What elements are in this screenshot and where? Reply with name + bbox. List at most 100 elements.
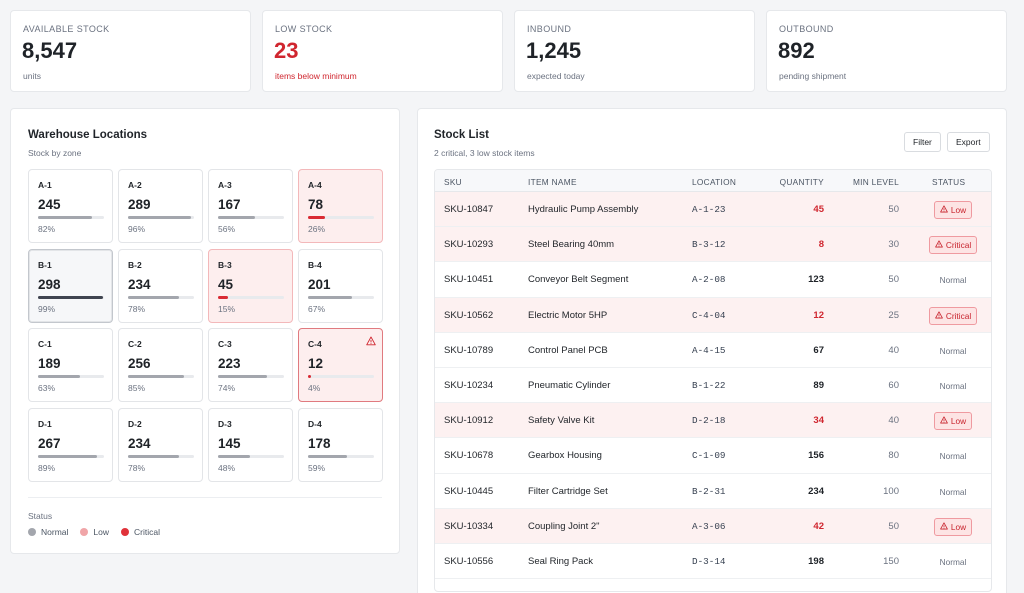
column-header-quantity[interactable]: QUANTITY (779, 177, 824, 187)
divider (28, 497, 382, 498)
cell-sku: SKU-10445 (444, 485, 494, 497)
legend-dot (80, 528, 89, 536)
cell-location: D-3-14 (692, 555, 726, 567)
status-text: Normal (939, 380, 967, 391)
zone-tile-c-4[interactable]: C-4 12 4% (298, 328, 383, 402)
zone-capacity-percent: 78% (128, 303, 146, 314)
zone-quantity: 167 (218, 197, 241, 212)
cell-item-name: Filter Cartridge Set (528, 485, 608, 497)
status-text: Low (950, 205, 967, 215)
kpi-label: INBOUND (527, 24, 572, 34)
table-row[interactable]: SKU-10678 Gearbox Housing C-1-09 156 80 Norma… (435, 438, 991, 474)
zone-name: C-3 (218, 339, 232, 349)
cell-location: C-4-04 (692, 309, 726, 321)
zone-tile-c-1[interactable]: C-1 189 63% (28, 328, 113, 402)
zone-tile-c-2[interactable]: C-2 256 85% (118, 328, 203, 402)
cell-min-level: 50 (888, 204, 899, 215)
filter-button[interactable]: Filter (904, 132, 941, 152)
cell-status: Normal (929, 342, 977, 356)
zone-capacity-percent: 82% (38, 224, 56, 234)
stock-list-panel: Stock List 2 critical, 3 low stock items… (417, 108, 1007, 593)
column-header-min-level[interactable]: MIN LEVEL (852, 177, 899, 187)
zone-capacity-bar (128, 454, 194, 458)
zone-name: B-3 (218, 259, 232, 270)
zone-capacity-fill (128, 375, 185, 378)
cell-quantity: 42 (813, 520, 824, 532)
table-row[interactable]: SKU-10789 Control Panel PCB A-4-15 67 40 Norm… (435, 333, 991, 368)
warning-icon (940, 205, 948, 215)
table-row[interactable]: SKU-10445 Filter Cartridge Set B-2-31 234 10… (435, 474, 991, 509)
zone-capacity-fill (38, 454, 97, 458)
zone-tile-a-2[interactable]: A-2 289 96% (118, 169, 203, 243)
table-row[interactable]: SKU-10847 Hydraulic Pump Assembly A-1-23 45… (435, 192, 991, 228)
cell-item-name: Electric Motor 5HP (528, 309, 608, 321)
table-row[interactable]: SKU-10912 Safety Valve Kit D-2-18 34 40 Low (435, 403, 991, 439)
column-header-sku[interactable]: SKU (444, 177, 462, 187)
cell-status: Low (929, 517, 977, 536)
cell-status: Normal (929, 483, 977, 497)
zone-tile-b-1[interactable]: B-1 298 99% (28, 248, 113, 323)
zone-name: A-2 (128, 180, 142, 190)
zone-capacity-percent: 15% (218, 303, 236, 314)
kpi-card-inbound: INBOUND 1,245 expected today (514, 10, 755, 92)
status-legend: Normal Low Critical (28, 527, 160, 537)
zone-capacity-bar (218, 295, 284, 299)
column-header-status[interactable]: STATUS (932, 177, 966, 187)
column-header-location[interactable]: LOCATION (692, 177, 737, 187)
table-row[interactable]: SKU-10234 Pneumatic Cylinder B-1-22 89 60 Nor… (435, 368, 991, 404)
zone-capacity-bar (218, 216, 284, 219)
zone-tile-c-3[interactable]: C-3 223 74% (208, 328, 293, 402)
warning-icon (934, 310, 943, 321)
table-row[interactable]: SKU-10451 Conveyor Belt Segment A-2-08 123 5… (435, 262, 991, 298)
status-text: Normal (939, 345, 967, 356)
cell-sku: SKU-10451 (444, 274, 494, 286)
status-badge-low: Low (933, 517, 973, 536)
cell-status: Normal (929, 553, 977, 567)
zone-quantity: 234 (128, 276, 151, 292)
zone-capacity-bar (308, 216, 374, 219)
zone-tile-b-3[interactable]: B-3 45 15% (208, 248, 293, 323)
zone-tile-a-4[interactable]: A-4 78 26% (298, 169, 383, 243)
cell-min-level: 25 (888, 309, 899, 321)
export-button[interactable]: Export (947, 132, 990, 152)
zone-tile-a-1[interactable]: A-1 245 82% (28, 169, 113, 243)
cell-sku: SKU-10789 (444, 344, 494, 356)
zone-tile-b-2[interactable]: B-2 234 78% (118, 248, 203, 323)
status-badge-critical: Critical (928, 236, 978, 255)
warning-icon (934, 240, 943, 250)
zone-tile-d-1[interactable]: D-1 267 89% (28, 407, 113, 482)
zone-tile-d-4[interactable]: D-4 178 59% (298, 407, 383, 482)
zone-tile-d-2[interactable]: D-2 234 78% (118, 407, 203, 482)
table-row[interactable]: SKU-10334 Coupling Joint 2" A-3-06 42 50 Low (435, 508, 991, 544)
cell-item-name: Pneumatic Cylinder (528, 379, 611, 391)
cell-quantity: 198 (808, 555, 824, 567)
cell-min-level: 80 (888, 450, 899, 462)
kpi-label: AVAILABLE STOCK (23, 24, 110, 34)
cell-sku: SKU-10293 (444, 239, 494, 251)
zone-tile-d-3[interactable]: D-3 145 48% (208, 407, 293, 482)
table-row[interactable]: SKU-10556 Seal Ring Pack D-3-14 198 150 Norma… (435, 544, 991, 580)
kpi-label: OUTBOUND (779, 24, 834, 34)
zone-tile-a-3[interactable]: A-3 167 56% (208, 169, 293, 243)
zone-capacity-fill (38, 375, 80, 378)
zone-capacity-percent: 78% (128, 462, 146, 473)
kpi-value: 1,245 (526, 38, 582, 63)
zone-capacity-percent: 85% (128, 383, 146, 393)
cell-location: B-1-22 (692, 379, 726, 391)
status-text: Normal (939, 275, 967, 286)
kpi-card-low-stock: LOW STOCK 23 items below minimum (262, 10, 503, 92)
status-badge-critical: Critical (928, 306, 978, 325)
zone-name: B-1 (38, 259, 52, 270)
cell-min-level: 40 (888, 344, 899, 356)
table-row[interactable]: SKU-10562 Electric Motor 5HP C-4-04 12 25 Cri… (435, 297, 991, 333)
cell-location: A-3-06 (692, 520, 726, 532)
table-row[interactable]: SKU-10293 Steel Bearing 40mm B-3-12 8 30 Crit… (435, 227, 991, 263)
kpi-card-outbound: OUTBOUND 892 pending shipment (766, 10, 1007, 92)
zone-capacity-percent: 96% (128, 224, 146, 234)
status-badge-low: Low (933, 412, 973, 431)
cell-location: C-1-09 (692, 450, 726, 462)
zone-quantity: 223 (218, 356, 241, 371)
cell-quantity: 156 (808, 450, 824, 462)
column-header-item-name[interactable]: ITEM NAME (528, 177, 577, 187)
zone-tile-b-4[interactable]: B-4 201 67% (298, 248, 383, 323)
